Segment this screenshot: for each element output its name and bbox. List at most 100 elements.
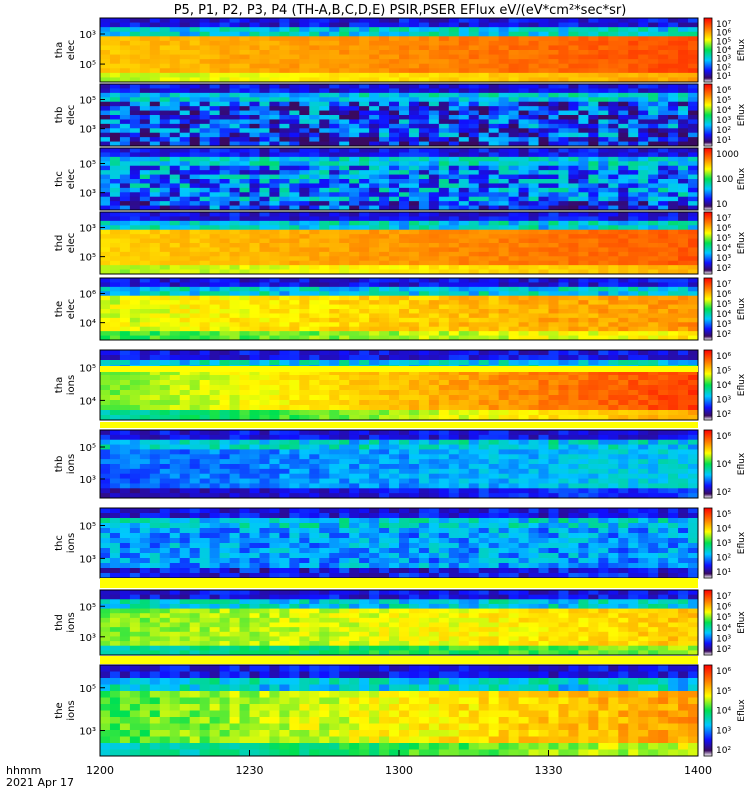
spectrogram-cell bbox=[259, 59, 270, 65]
spectrogram-cell bbox=[538, 22, 549, 28]
spectrogram-cell bbox=[339, 309, 350, 314]
spectrogram-cell bbox=[199, 36, 211, 42]
spectrogram-cell bbox=[508, 170, 519, 175]
spectrogram-cell bbox=[568, 415, 579, 421]
spectrogram-cell bbox=[269, 390, 280, 396]
spectrogram-cell bbox=[259, 395, 270, 401]
spectrogram-cell bbox=[578, 72, 589, 78]
spectrogram-cell bbox=[189, 59, 201, 65]
spectrogram-cell bbox=[488, 201, 500, 206]
spectrogram-cell bbox=[438, 216, 450, 222]
spectrogram-cell bbox=[578, 355, 589, 361]
spectrogram-cell bbox=[638, 97, 649, 103]
spectrogram-cell bbox=[239, 132, 250, 138]
spectrogram-cell bbox=[618, 187, 629, 193]
spectrogram-cell bbox=[309, 247, 320, 253]
spectrogram-cell bbox=[259, 410, 270, 416]
spectrogram-cell bbox=[418, 72, 430, 78]
spectrogram-cell bbox=[199, 309, 211, 314]
spectrogram-cell bbox=[219, 350, 230, 356]
spectrogram-cell bbox=[598, 269, 609, 275]
spectrogram-cell bbox=[159, 45, 171, 51]
spectrogram-cell bbox=[100, 196, 111, 202]
spectrogram-cell bbox=[119, 110, 131, 116]
spectrogram-cell bbox=[668, 174, 679, 180]
spectrogram-cell bbox=[478, 385, 490, 391]
spectrogram-cell bbox=[199, 156, 211, 162]
spectrogram-cell bbox=[269, 128, 280, 134]
spectrogram-cell bbox=[428, 68, 440, 74]
spectrogram-cell bbox=[458, 370, 470, 376]
spectrogram-cell bbox=[339, 395, 350, 401]
spectrogram-cell bbox=[638, 251, 649, 257]
spectrogram-cell bbox=[418, 295, 430, 301]
spectrogram-cell bbox=[548, 63, 559, 69]
spectrogram-cell bbox=[638, 179, 649, 184]
spectrogram-cell bbox=[279, 282, 290, 288]
spectrogram-cell bbox=[189, 291, 201, 297]
spectrogram-cell bbox=[438, 304, 450, 310]
spectrogram-cell bbox=[518, 115, 529, 120]
spectrogram-cell bbox=[119, 119, 131, 125]
spectrogram-cell bbox=[478, 335, 490, 341]
spectrogram-cell bbox=[339, 22, 350, 28]
spectrogram-cell bbox=[558, 201, 569, 206]
spectrogram-cell bbox=[399, 161, 410, 167]
spectrogram-cell bbox=[100, 229, 111, 235]
spectrogram-cell bbox=[299, 331, 310, 336]
spectrogram-cell bbox=[139, 110, 151, 116]
spectrogram-cell bbox=[189, 174, 201, 180]
spectrogram-cell bbox=[658, 88, 669, 94]
spectrogram-cell bbox=[189, 27, 201, 33]
spectrogram-cell bbox=[239, 165, 250, 171]
spectrogram-cell bbox=[249, 27, 260, 33]
spectrogram-cell bbox=[558, 212, 569, 217]
spectrogram-cell bbox=[558, 77, 569, 83]
spectrogram-cell bbox=[259, 63, 270, 69]
spectrogram-cell bbox=[608, 309, 619, 314]
spectrogram-cell bbox=[229, 27, 240, 33]
spectrogram-cell bbox=[458, 59, 470, 65]
spectrogram-cell bbox=[359, 68, 370, 74]
spectrogram-cell bbox=[678, 50, 689, 55]
spectrogram-cell bbox=[159, 225, 171, 231]
spectrogram-cell bbox=[438, 88, 450, 94]
spectrogram-cell bbox=[538, 31, 549, 37]
spectrogram-cell bbox=[588, 201, 599, 206]
spectrogram-cell bbox=[299, 192, 310, 198]
spectrogram-cell bbox=[159, 380, 171, 386]
spectrogram-cell bbox=[418, 234, 430, 239]
spectrogram-cell bbox=[239, 68, 250, 74]
spectrogram-cell bbox=[269, 286, 280, 292]
spectrogram-cell bbox=[448, 31, 460, 37]
spectrogram-cell bbox=[100, 400, 111, 406]
spectrogram-cell bbox=[618, 322, 629, 328]
spectrogram-cell bbox=[159, 132, 171, 138]
spectrogram-cell bbox=[468, 183, 480, 189]
spectrogram-cell bbox=[678, 40, 689, 46]
spectrogram-cell bbox=[369, 59, 380, 65]
spectrogram-cell bbox=[468, 97, 480, 103]
spectrogram-cell bbox=[239, 355, 250, 361]
spectrogram-cells bbox=[100, 350, 699, 421]
spectrogram-cell bbox=[399, 269, 410, 275]
spectrogram-cell bbox=[329, 238, 340, 244]
panel-frame bbox=[99, 83, 699, 147]
spectrogram-cell bbox=[109, 27, 121, 33]
spectrogram-cell bbox=[279, 291, 290, 297]
spectrogram-cell bbox=[538, 123, 549, 129]
spectrogram-cell bbox=[389, 132, 400, 138]
spectrogram-cell bbox=[129, 243, 141, 248]
spectrogram-cell bbox=[189, 269, 201, 275]
spectrogram-cell bbox=[628, 84, 639, 89]
spectrogram-cell bbox=[488, 234, 500, 239]
spectrogram-cell bbox=[428, 295, 440, 301]
spectrogram-cell bbox=[518, 201, 529, 206]
spectrogram-cell bbox=[309, 216, 320, 222]
spectrogram-cell bbox=[189, 128, 201, 134]
spectrogram-cell bbox=[139, 282, 151, 288]
spectrogram-cell bbox=[289, 234, 300, 239]
spectrogram-cell bbox=[488, 212, 500, 217]
spectrogram-cell bbox=[498, 92, 510, 98]
spectrogram-cell bbox=[139, 256, 151, 262]
